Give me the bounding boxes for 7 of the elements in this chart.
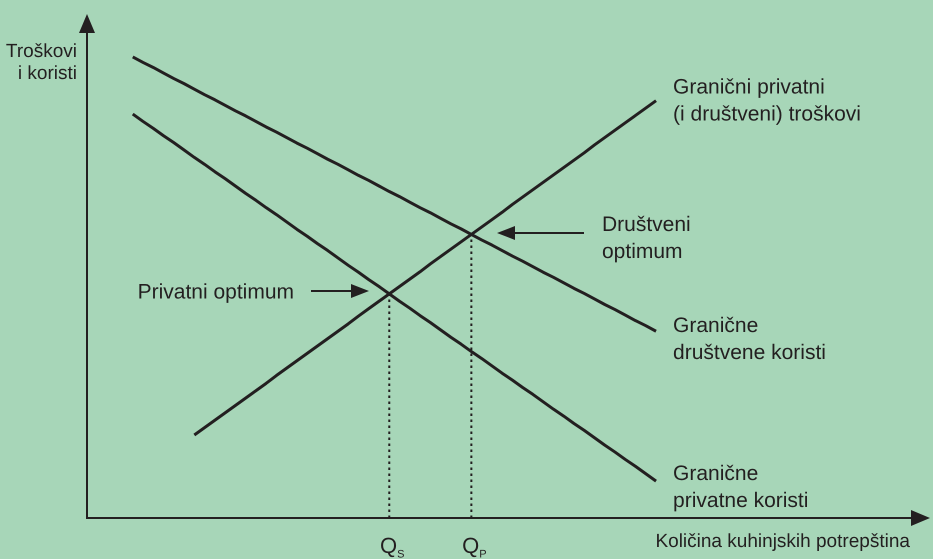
series-label: Granične društvene koristi (673, 314, 826, 364)
annotation: Privatni optimum (138, 280, 294, 304)
x-axis-title: Količina kuhinjskih potrepština (655, 531, 910, 552)
series-label: Granični privatni (i društveni) troškovi (673, 76, 861, 126)
annotation: Društveni optimum (602, 213, 691, 263)
y-axis-title: Troškovi i koristi (6, 41, 78, 84)
series-label: Granične privatne koristi (673, 462, 808, 512)
